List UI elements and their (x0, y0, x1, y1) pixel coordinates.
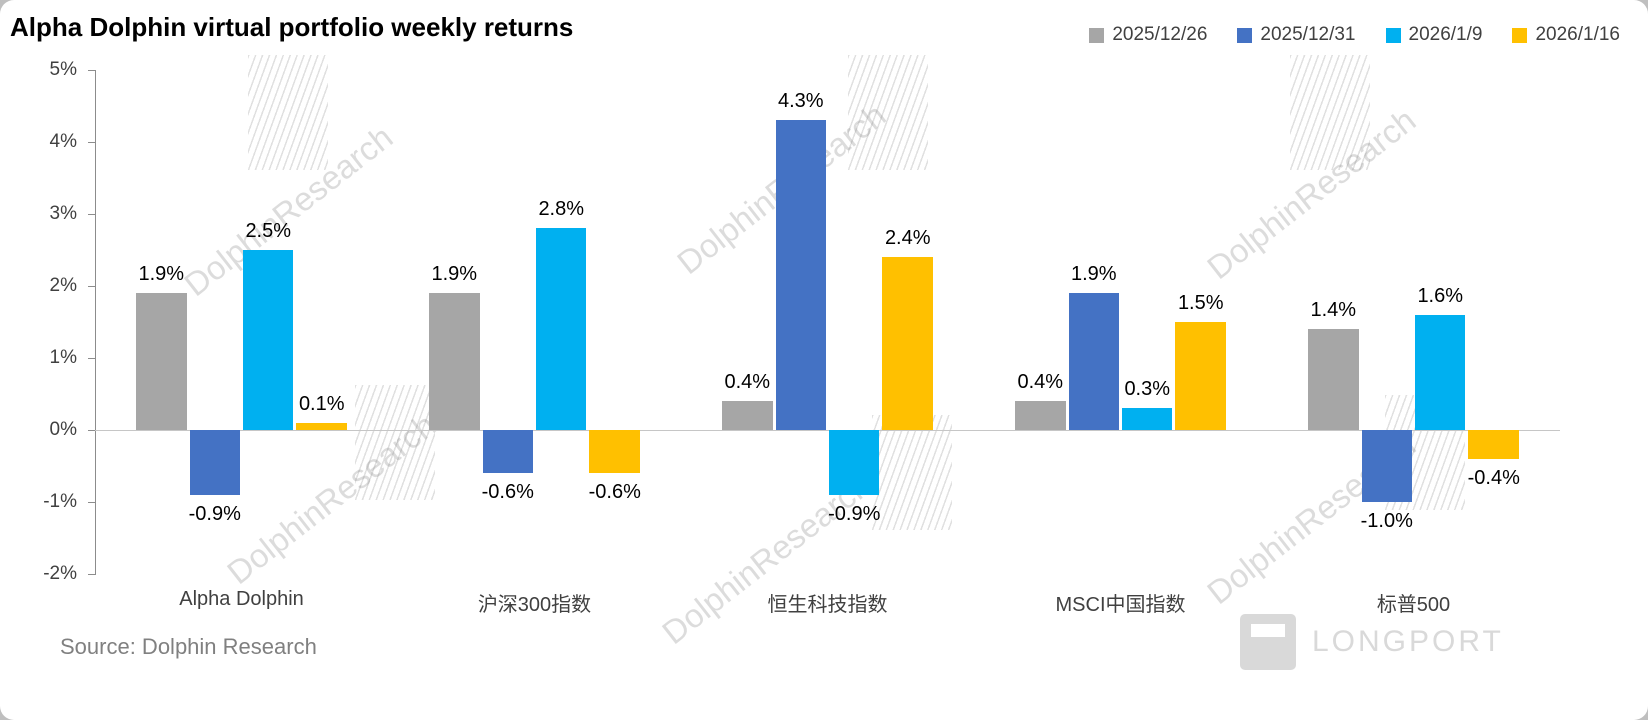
bar (1122, 408, 1173, 430)
y-tick-mark (88, 502, 95, 503)
y-tick-label: 1% (49, 347, 77, 368)
y-tick-mark (88, 214, 95, 215)
chart-title: Alpha Dolphin virtual portfolio weekly r… (10, 12, 574, 42)
legend-label: 2026/1/9 (1408, 24, 1483, 45)
bar-value-label: -0.4% (1467, 466, 1520, 489)
bar (1068, 293, 1119, 430)
legend-label: 2025/12/26 (1112, 24, 1208, 45)
bar (1175, 322, 1226, 430)
bar-value-label: -0.9% (828, 502, 881, 525)
bar (482, 430, 533, 474)
legend-swatch (1237, 27, 1253, 43)
legend-item: 2026/1/9 (1385, 24, 1483, 46)
y-tick-label: -1% (43, 491, 77, 512)
bar (536, 228, 587, 430)
bar-value-label: 1.9% (138, 263, 185, 286)
bar (429, 293, 480, 430)
y-tick-mark (88, 430, 95, 431)
bar (296, 422, 347, 430)
y-tick-label: 5% (49, 59, 77, 80)
bar (722, 401, 773, 430)
bar-value-label: 2.8% (538, 198, 585, 221)
bar (589, 430, 640, 474)
longport-logo-text: LONGPORT (1312, 625, 1504, 658)
bar (1415, 314, 1466, 430)
bar-value-label: 1.9% (431, 263, 478, 286)
source-note: Source: Dolphin Research (60, 634, 317, 659)
x-axis-category-label: MSCI中国指数 (1055, 594, 1186, 616)
bar (1361, 430, 1412, 502)
x-axis-category-label: 标普500 (1376, 594, 1451, 616)
legend-label: 2025/12/31 (1260, 24, 1356, 45)
bar-value-label: 1.4% (1310, 299, 1357, 322)
bar-value-label: -0.9% (188, 502, 241, 525)
bar-value-label: 0.1% (298, 392, 345, 415)
bar-value-label: 4.3% (777, 90, 824, 113)
legend-item: 2026/1/16 (1512, 24, 1620, 46)
legend-swatch (1089, 27, 1105, 43)
bar (775, 120, 826, 430)
y-axis-line (95, 70, 96, 575)
bar (1015, 401, 1066, 430)
bar-value-label: 0.4% (1017, 371, 1064, 394)
bar-value-label: 1.5% (1177, 292, 1224, 314)
y-tick-label: 3% (49, 203, 77, 224)
bar-value-label: 0.3% (1124, 378, 1171, 401)
longport-logo: LONGPORT (1240, 614, 1504, 670)
zero-gridline (95, 430, 1560, 431)
legend-label: 2026/1/16 (1535, 24, 1620, 45)
y-tick-label: -2% (43, 563, 77, 584)
bar (189, 430, 240, 495)
bar (1308, 329, 1359, 430)
y-tick-mark (88, 70, 95, 71)
bar-value-label: -0.6% (481, 481, 534, 504)
bar-value-label: 1.9% (1070, 263, 1117, 286)
y-axis: 5% 4% 3% 2% 1% 0% -1% -2% (0, 59, 95, 584)
y-tick-mark (88, 286, 95, 287)
legend-item: 2025/12/31 (1237, 24, 1356, 46)
bar-value-label: -0.6% (588, 481, 641, 504)
y-tick-mark (88, 574, 95, 575)
bar-value-label: 2.4% (884, 227, 931, 250)
bar (882, 257, 933, 430)
bar (136, 293, 187, 430)
y-tick-label: 0% (49, 419, 77, 440)
plot-area: 1.9% -0.9% 2.5% 0.1% 1.9% -0.6% 2.8% -0.6% 0.4% 4… (95, 70, 1560, 574)
bar-value-label: 2.5% (245, 220, 292, 242)
legend-swatch (1385, 27, 1401, 43)
x-axis-labels: Alpha Dolphin 沪深300指数 恒生科技指数 MSCI中国指数 标普500 (95, 588, 1560, 618)
bar (243, 250, 294, 430)
y-tick-label: 4% (49, 131, 77, 152)
legend-swatch (1512, 27, 1528, 43)
longport-logo-icon (1240, 614, 1296, 670)
bar (829, 430, 880, 495)
y-tick-mark (88, 358, 95, 359)
y-tick-label: 2% (49, 275, 77, 296)
bar-value-label: 1.6% (1417, 284, 1464, 307)
legend: 2025/12/26 2025/12/31 2026/1/9 2026/1/16 (1089, 24, 1620, 46)
x-axis-category-label: 恒生科技指数 (767, 594, 888, 616)
x-axis-category-label: Alpha Dolphin (179, 588, 304, 610)
legend-item: 2025/12/26 (1089, 24, 1207, 46)
x-axis-category-label: 沪深300指数 (477, 594, 592, 616)
y-tick-mark (88, 142, 95, 143)
bar-value-label: -1.0% (1360, 510, 1413, 532)
bar (1468, 430, 1519, 459)
bar-value-label: 0.4% (724, 371, 771, 394)
